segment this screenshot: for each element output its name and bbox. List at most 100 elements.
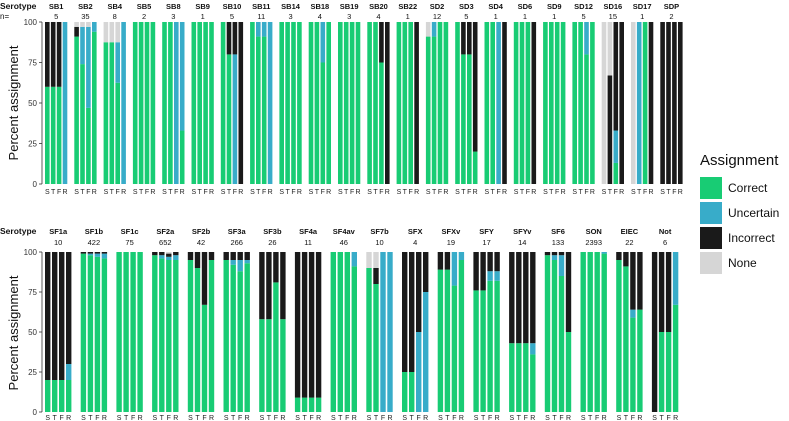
method-label: S [543, 189, 548, 196]
serotype-label: SF6 [551, 227, 565, 236]
bar-segment-none [601, 22, 607, 184]
method-label: F [203, 189, 207, 196]
bar-segment-incorrect [87, 252, 94, 254]
bar-segment-correct [642, 22, 648, 184]
bar-segment-incorrect [551, 252, 558, 256]
bar-segment-correct [291, 22, 296, 184]
y-tick-label-50: 50 [28, 328, 37, 337]
method-label: S [224, 415, 229, 421]
method-label: R [602, 415, 607, 421]
serotype-label: SB22 [398, 2, 417, 11]
bar-segment-uncertain [416, 332, 422, 412]
bar-segment-uncertain [584, 22, 589, 55]
method-label: F [496, 189, 500, 196]
bar-segment-correct [137, 252, 143, 412]
bar-segment-none [366, 252, 372, 268]
bar-segment-incorrect [616, 252, 622, 260]
sample-count-label: 75 [125, 238, 133, 247]
method-label: F [321, 189, 325, 196]
method-label: R [531, 189, 536, 196]
method-label: F [86, 189, 90, 196]
bar-segment-correct [230, 264, 236, 412]
method-label: T [432, 189, 437, 196]
sample-count-label: 5 [230, 12, 234, 21]
method-label: R [637, 415, 642, 421]
bar-segment-incorrect [385, 22, 390, 184]
serotype-label: SD3 [459, 2, 474, 11]
sample-count-label: 266 [230, 238, 243, 247]
serotype-label: SB2 [78, 2, 93, 11]
legend-swatch-none [700, 251, 722, 274]
serotype-label: SON [586, 227, 602, 236]
method-label: T [198, 189, 203, 196]
method-label: R [443, 189, 448, 196]
bar-segment-none [109, 22, 115, 43]
bar-segment-uncertain [496, 22, 501, 184]
serotype-group-sf3b: SF3b 26 S T F R [259, 227, 286, 421]
sample-count-label: 5 [581, 12, 585, 21]
bar-segment-incorrect [238, 22, 244, 184]
method-label: F [262, 189, 266, 196]
bar-segment-correct [191, 22, 197, 184]
bar-segment-none [74, 22, 79, 27]
bar-segment-correct [637, 309, 643, 412]
bar-segment-correct [373, 22, 378, 184]
method-label: R [92, 189, 97, 196]
bar-segment-uncertain [451, 252, 458, 286]
method-label: T [410, 415, 415, 421]
bar-segment-correct [168, 22, 173, 184]
serotype-group-sf6: SF6 133 S T F R [544, 227, 572, 421]
serotype-label: SB4 [107, 2, 122, 11]
bar-segment-incorrect [502, 22, 507, 184]
sample-count-label: 35 [81, 12, 89, 21]
serotype-group-sfxv: SFXv 19 S T F R [437, 227, 465, 421]
bar-segment-uncertain [230, 260, 236, 265]
bar-segment-uncertain [121, 22, 126, 184]
serotype-group-sfyv: SFYv 14 S T F R [509, 227, 536, 421]
sample-count-label: 4 [376, 12, 380, 21]
sample-count-label: 1 [201, 12, 205, 21]
bar-segment-uncertain [232, 54, 238, 185]
method-label: F [174, 189, 178, 196]
bar-segment-uncertain [613, 130, 619, 163]
bar-segment-uncertain [267, 22, 273, 184]
method-label: T [80, 189, 85, 196]
stacked-bar-charts: Serotype n= Percent assignment 025507510… [0, 1, 683, 421]
serotype-label: SDP [664, 2, 679, 11]
bar-segment-correct [187, 260, 194, 412]
bar-segment-incorrect [467, 22, 472, 55]
method-label: F [643, 189, 647, 196]
bar-segment-uncertain [261, 22, 267, 37]
sample-count-label: 6 [663, 238, 667, 247]
sample-count-label: 11 [304, 238, 312, 247]
y-tick-label-25: 25 [28, 140, 37, 149]
bar-segment-uncertain [92, 22, 97, 32]
method-label: S [81, 415, 86, 421]
bar-segment-incorrect [523, 252, 529, 344]
method-label: T [481, 415, 486, 421]
sample-count-label: 14 [518, 238, 526, 247]
method-label: T [231, 415, 236, 421]
bar-segment-incorrect [280, 252, 286, 320]
serotype-label: SFY [479, 227, 494, 236]
bar-segment-correct [338, 22, 343, 184]
bar-segment-correct [509, 343, 515, 412]
sample-count-label: 1 [406, 12, 410, 21]
method-label: S [45, 189, 50, 196]
bar-segment-incorrect [637, 252, 643, 310]
bar-segment-correct [103, 42, 109, 184]
method-label: S [652, 415, 657, 421]
bar-segment-none [425, 22, 431, 37]
method-label: S [514, 189, 519, 196]
method-label: R [423, 415, 428, 421]
method-label: T [374, 415, 379, 421]
bar-segment-correct [250, 22, 255, 184]
bar-segment-incorrect [630, 252, 636, 310]
